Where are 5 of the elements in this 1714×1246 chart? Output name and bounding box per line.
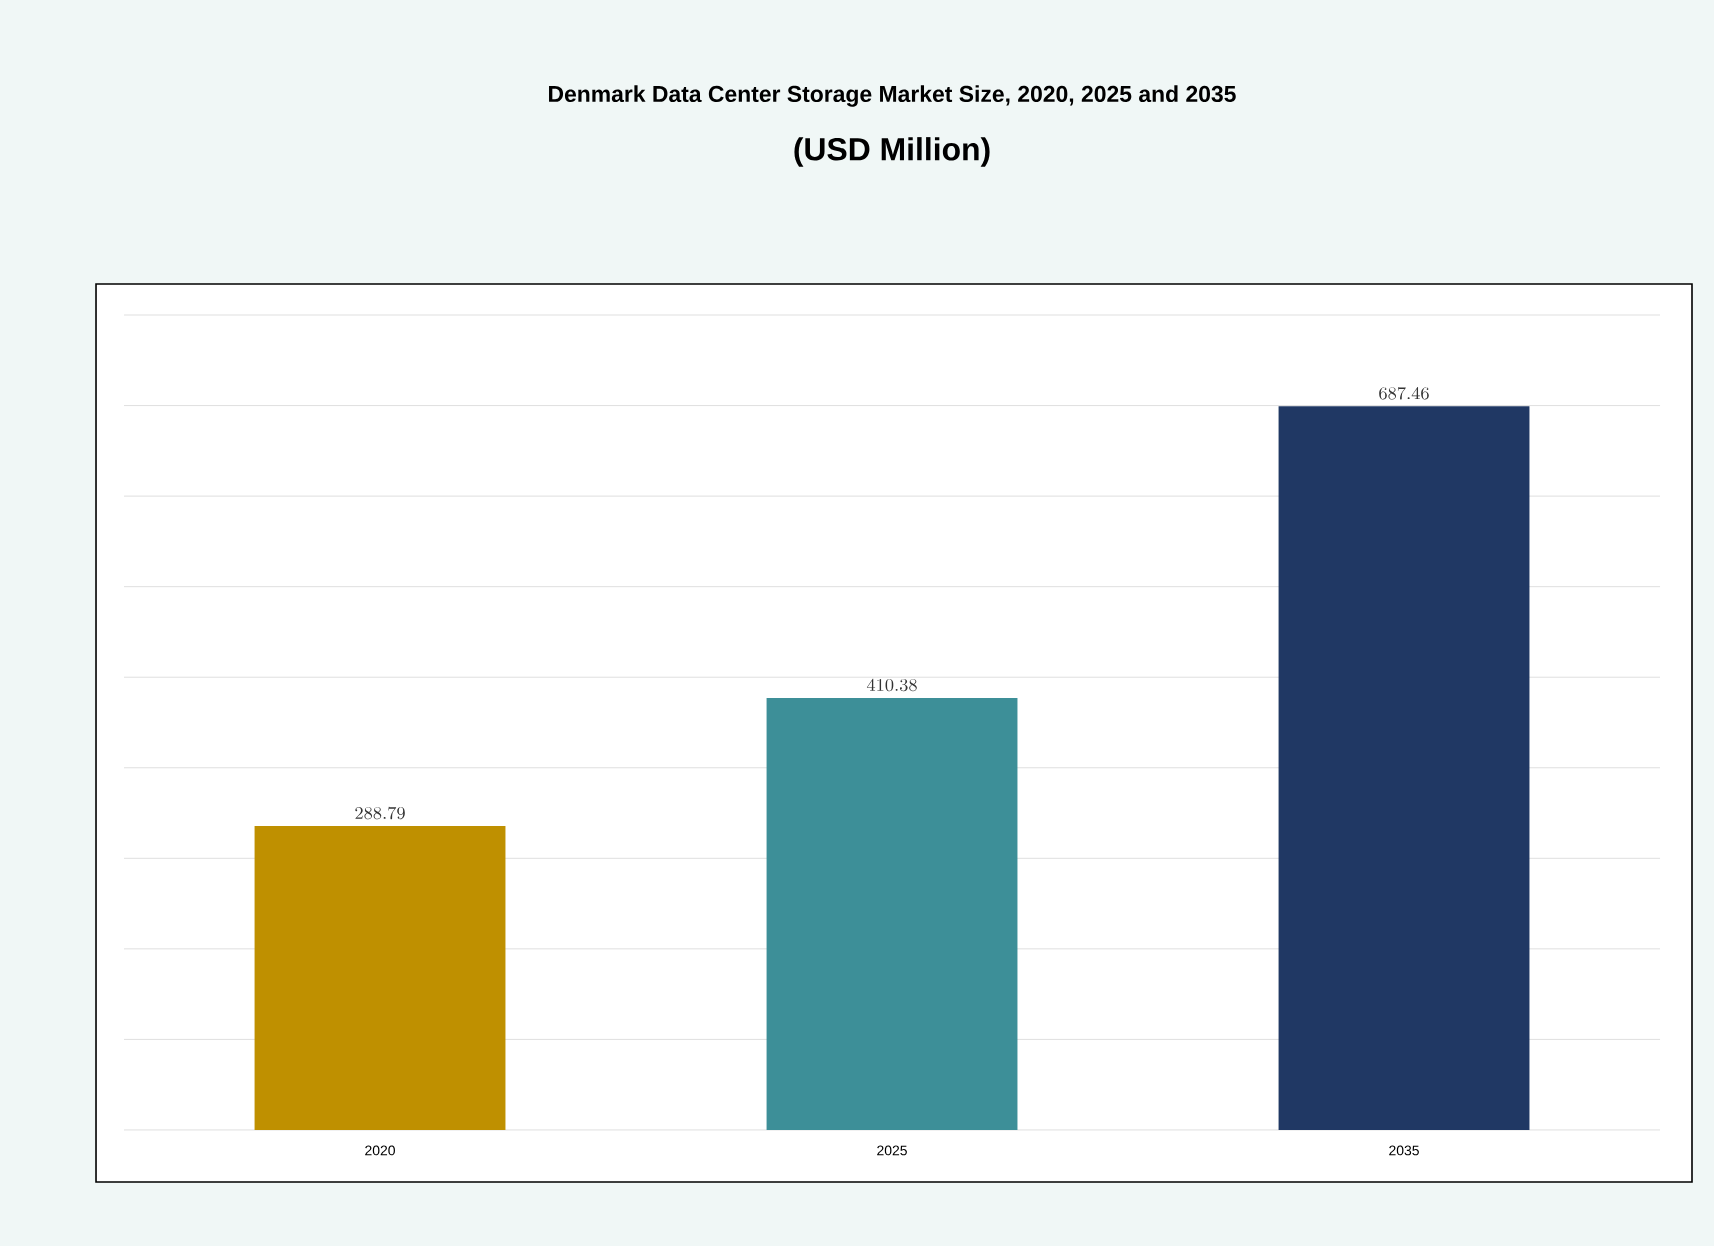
chart-title: Denmark Data Center Storage Market Size, 2020, 2025 and 2035 bbox=[549, 85, 1236, 107]
data-label: 288.79 bbox=[355, 806, 405, 820]
data-label: 410.38 bbox=[866, 678, 917, 692]
chart-subtitle: (USD Million) bbox=[794, 137, 990, 167]
data-label: 687.46 bbox=[1379, 386, 1429, 400]
